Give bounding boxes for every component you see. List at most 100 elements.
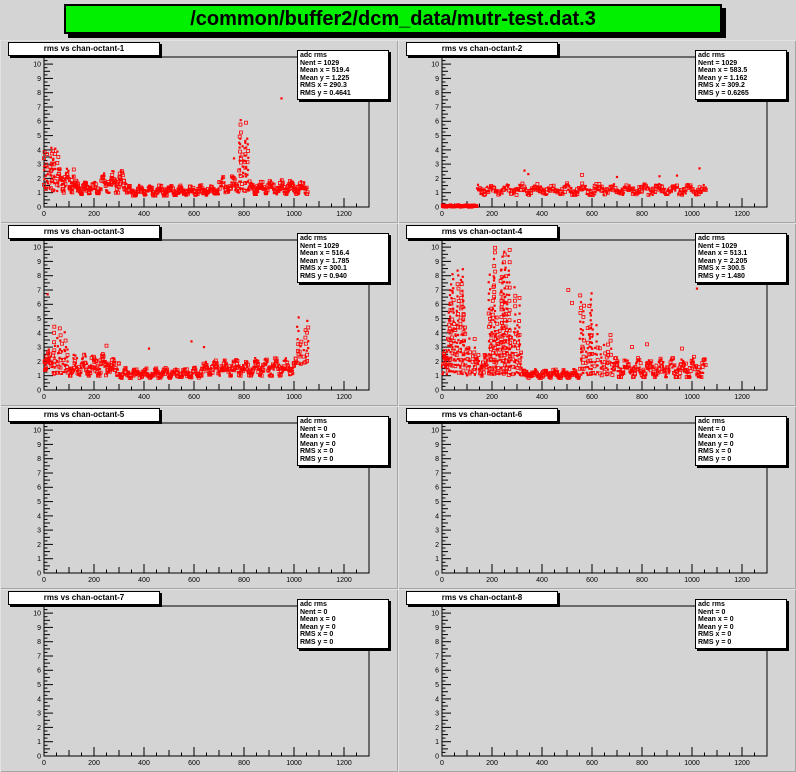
x-tick-label: 800 [238,211,250,218]
data-point [63,338,68,343]
data-point [493,277,496,280]
x-tick-label: 0 [42,760,46,767]
data-point [56,359,59,362]
data-point [53,370,57,375]
data-point [61,182,64,186]
data-point [580,181,585,186]
data-point [119,179,122,182]
data-point [122,178,126,183]
data-point [64,364,67,367]
data-point [525,371,528,374]
data-point [219,368,223,371]
data-point [475,187,479,190]
data-point [490,343,493,346]
x-tick-label: 800 [238,760,250,767]
y-tick-label: 6 [37,668,41,675]
stats-title: adc rms [300,52,327,59]
data-point [461,289,464,292]
data-point [566,370,569,373]
data-point [513,286,516,289]
y-tick-label: 1 [435,556,439,563]
data-point [65,363,68,367]
data-point [500,348,503,351]
data-point [581,350,584,353]
data-point [638,361,643,366]
data-point [589,298,593,301]
data-point [110,184,113,187]
data-point [88,366,91,369]
data-point [494,333,497,336]
data-point [507,184,510,187]
data-point [579,305,584,310]
data-point [516,330,519,333]
data-point [502,307,505,310]
data-point [294,187,297,190]
data-point [272,366,275,369]
data-point [191,191,194,194]
data-point [506,335,509,338]
data-point [463,339,466,343]
data-point [450,297,453,300]
data-point [498,193,502,196]
data-point [190,340,193,343]
data-point [217,193,220,196]
data-point [227,190,231,193]
data-point [241,165,244,168]
data-point [513,352,518,356]
data-point [45,166,48,169]
data-point [462,358,465,361]
data-point [506,312,511,316]
data-point [594,361,597,364]
data-point [635,362,638,365]
data-point [170,184,173,187]
x-tick-label: 1000 [286,760,302,767]
data-point [565,186,568,189]
data-point [448,294,452,297]
data-point [699,375,704,380]
data-point [447,322,452,327]
data-point [459,366,462,369]
data-point [120,178,123,181]
data-point [506,183,509,186]
data-point [72,357,75,360]
data-point [65,353,70,358]
stats-line: RMS y = 0 [300,455,334,463]
data-point [493,304,496,307]
data-point [272,182,275,185]
stats-line: RMS y = 0.6265 [698,89,749,97]
stats-line: Mean y = 1.785 [300,257,350,265]
y-tick-label: 7 [435,653,439,660]
data-point [238,180,241,183]
data-point [303,187,306,191]
data-point [305,330,310,335]
data-point [599,353,602,356]
data-point [590,323,593,326]
data-point [454,359,457,362]
data-point [100,361,103,364]
y-tick-label: 1 [37,373,41,380]
data-point [492,275,495,278]
data-point [450,317,455,322]
data-point [211,363,215,366]
data-point [517,339,521,342]
data-point [519,186,522,189]
data-point [239,186,242,190]
data-point [513,345,516,348]
data-point [454,363,457,366]
y-tick-label: 1 [37,739,41,746]
data-point [121,173,125,178]
data-point [582,333,585,336]
file-title-banner: /common/buffer2/dcm_data/mutr-test.dat.3 [64,4,722,34]
data-point [177,190,181,195]
data-point [449,370,452,373]
data-point [663,371,666,374]
data-point [626,359,629,362]
data-point [597,346,602,351]
data-point [44,174,47,177]
data-point [519,363,522,366]
data-point [245,175,248,178]
data-point [105,191,108,194]
data-point [229,185,232,188]
data-point [451,273,454,276]
data-point [677,368,680,371]
